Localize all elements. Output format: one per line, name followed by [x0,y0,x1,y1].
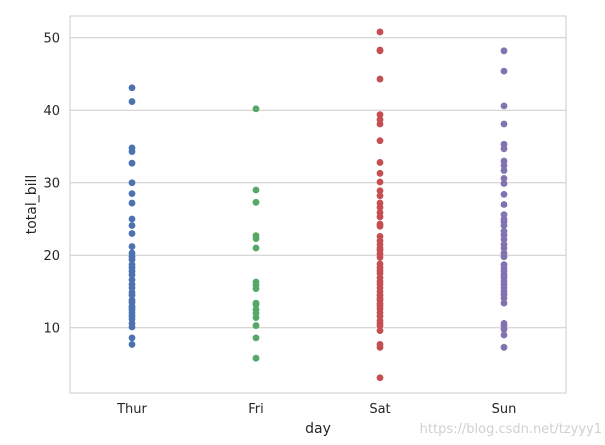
data-point [252,198,260,206]
data-point [128,190,136,198]
data-point [376,192,384,200]
data-point [128,341,136,348]
y-tick-labels: 10 20 30 40 50 [43,31,60,336]
data-point [376,374,384,382]
x-tick-label: Fri [248,402,264,417]
data-point [500,67,508,75]
x-axis-label: day [305,421,331,437]
data-point [252,235,260,242]
data-point [128,323,136,331]
data-point [128,271,136,279]
data-point [376,120,384,128]
data-point [128,215,136,223]
data-point [500,294,508,302]
data-point [376,343,384,351]
data-point [128,243,136,250]
data-point [252,244,260,252]
data-point [252,186,260,194]
data-point [376,222,384,230]
data-point [376,111,384,118]
data-point [500,47,508,55]
data-point [500,244,508,252]
data-point [128,256,136,263]
data-point [252,105,260,113]
data-points [128,28,508,382]
y-tick-label: 10 [43,321,60,336]
data-point [128,291,136,299]
data-point [376,187,384,195]
data-point [500,253,508,261]
data-point [128,334,136,342]
data-point [376,137,384,145]
data-point [500,235,508,243]
data-point [376,178,384,186]
data-point [500,222,508,229]
y-tick-label: 20 [43,249,60,264]
data-point [500,120,508,128]
plot-frame [69,15,567,394]
data-point [252,322,260,329]
data-point [252,354,260,362]
data-point [128,179,136,187]
data-point [252,334,260,342]
data-point [500,201,508,208]
data-point [500,102,508,110]
data-point [376,204,384,211]
data-point [376,75,384,83]
x-tick-labels: Thur Fri Sat Sun [116,402,516,417]
data-point [500,161,508,169]
data-point [500,299,508,307]
data-point [128,98,136,105]
data-point [252,314,260,321]
x-tick-label: Thur [116,402,147,417]
data-point [500,145,508,153]
data-point [500,167,508,174]
data-point [500,343,508,351]
data-point [128,222,136,229]
data-point [128,148,136,155]
y-tick-label: 50 [43,31,60,46]
data-point [376,254,384,261]
data-point [376,159,384,166]
gridlines [70,37,566,329]
y-tick-label: 40 [43,104,60,119]
data-point [376,47,384,55]
x-tick-label: Sat [369,402,390,417]
y-tick-label: 30 [43,176,60,191]
data-point [500,175,508,182]
data-point [252,285,260,292]
data-point [376,28,384,36]
y-axis-label: total_bill [24,175,40,235]
data-point [128,84,136,92]
data-point [128,159,136,167]
data-point [376,213,384,221]
data-point [500,190,508,198]
data-point [376,322,384,329]
data-point [500,325,508,333]
data-point [128,199,136,207]
data-point [500,331,508,339]
x-tick-label: Sun [492,402,517,417]
data-point [252,301,260,308]
data-point [128,230,136,237]
data-point [500,180,508,187]
data-point [376,327,384,335]
data-point [376,169,384,177]
watermark-text: https://blog.csdn.net/tzyyy1 [420,422,602,437]
